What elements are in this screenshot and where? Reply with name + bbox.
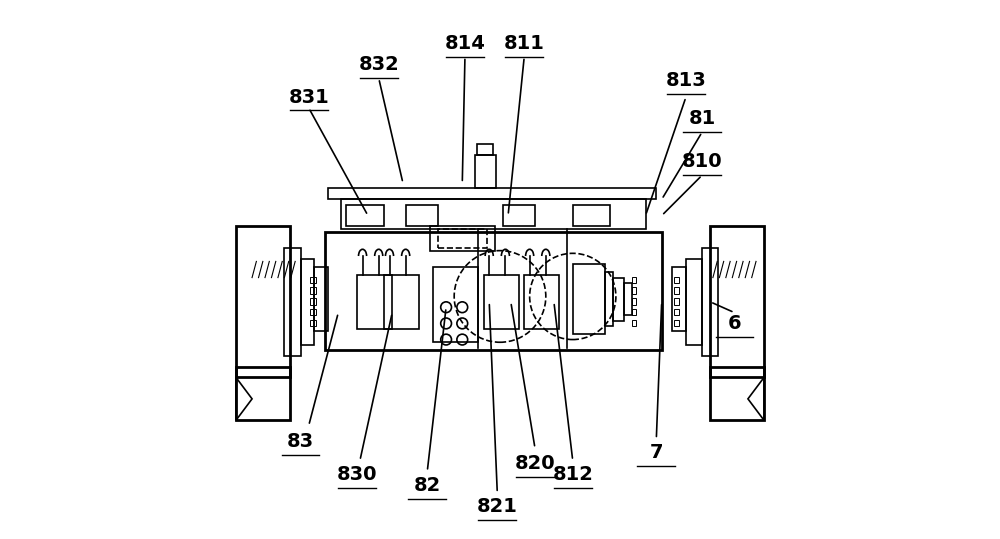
- Bar: [475, 155, 496, 188]
- Bar: [624, 283, 632, 315]
- Bar: [674, 320, 679, 326]
- Text: 831: 831: [288, 87, 329, 107]
- Bar: [710, 367, 764, 420]
- Bar: [341, 199, 646, 229]
- Bar: [573, 205, 610, 226]
- Text: 832: 832: [358, 55, 399, 74]
- Bar: [438, 229, 487, 248]
- Text: 811: 811: [504, 33, 545, 53]
- Bar: [328, 188, 656, 199]
- Text: 82: 82: [414, 475, 441, 495]
- Bar: [484, 275, 519, 329]
- Bar: [605, 272, 613, 326]
- Bar: [613, 278, 624, 321]
- Text: 812: 812: [552, 465, 593, 484]
- Bar: [310, 277, 316, 283]
- Bar: [632, 277, 636, 283]
- Bar: [674, 287, 679, 294]
- Bar: [310, 287, 316, 294]
- Bar: [674, 277, 679, 283]
- Text: 83: 83: [287, 432, 314, 452]
- Bar: [632, 309, 636, 315]
- Bar: [710, 226, 764, 377]
- Bar: [310, 309, 316, 315]
- Bar: [236, 226, 290, 377]
- Bar: [674, 298, 679, 305]
- Text: 813: 813: [666, 71, 706, 91]
- Text: 814: 814: [445, 33, 485, 53]
- Bar: [686, 259, 702, 345]
- Bar: [314, 267, 328, 331]
- Bar: [573, 264, 605, 334]
- Bar: [357, 275, 392, 329]
- Bar: [301, 259, 314, 345]
- Bar: [346, 205, 384, 226]
- Bar: [672, 267, 686, 331]
- Text: 7: 7: [650, 443, 663, 462]
- Bar: [310, 298, 316, 305]
- Bar: [674, 309, 679, 315]
- Bar: [632, 298, 636, 305]
- Text: 821: 821: [477, 497, 518, 516]
- Bar: [524, 275, 559, 329]
- Bar: [503, 205, 535, 226]
- Bar: [310, 320, 316, 326]
- Bar: [632, 287, 636, 294]
- Text: 6: 6: [728, 314, 741, 333]
- Bar: [632, 320, 636, 326]
- Bar: [325, 232, 662, 350]
- Bar: [433, 267, 478, 342]
- Bar: [430, 226, 495, 251]
- Bar: [702, 248, 718, 356]
- Bar: [236, 367, 290, 420]
- Bar: [384, 275, 419, 329]
- Text: 820: 820: [515, 454, 555, 473]
- Bar: [406, 205, 438, 226]
- Bar: [477, 144, 493, 155]
- Text: 830: 830: [337, 465, 377, 484]
- Bar: [284, 248, 301, 356]
- Text: 810: 810: [682, 152, 722, 171]
- Text: 81: 81: [689, 109, 716, 128]
